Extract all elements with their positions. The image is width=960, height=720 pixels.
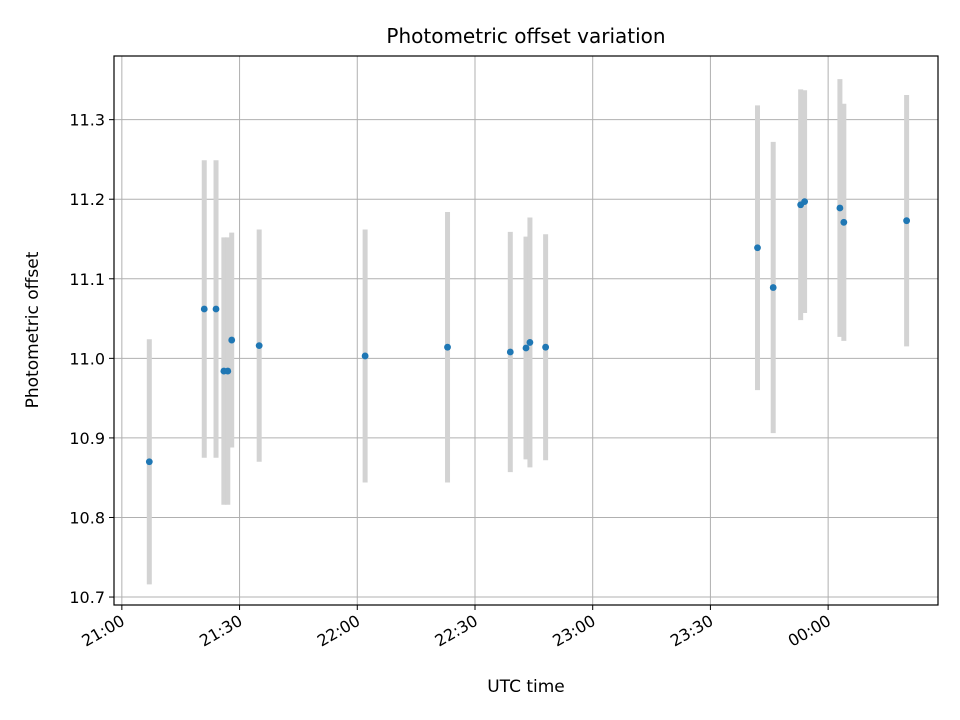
- data-point: [542, 343, 550, 351]
- y-tick-label: 11.0: [69, 349, 105, 368]
- plot-frame: [113, 55, 939, 606]
- data-point: [212, 305, 220, 313]
- data-point: [224, 367, 232, 375]
- data-point: [840, 218, 848, 226]
- y-axis-ticks: 10.7 10.8 10.9 11.0 11.1 11.2 11.3: [69, 111, 114, 607]
- data-point: [361, 352, 369, 360]
- y-tick-label: 11.1: [69, 270, 105, 289]
- data-point: [754, 244, 761, 252]
- y-tick-label: 11.2: [69, 190, 105, 209]
- data-point: [145, 458, 153, 466]
- y-tick-label: 10.8: [69, 508, 105, 527]
- y-tick-label: 11.3: [69, 111, 105, 130]
- data-points: [145, 198, 911, 466]
- data-point: [228, 336, 236, 344]
- data-point: [903, 217, 911, 225]
- data-point: [255, 342, 263, 350]
- data-point: [836, 204, 844, 212]
- data-point: [506, 348, 514, 356]
- data-point: [801, 198, 808, 206]
- data-point: [526, 339, 534, 346]
- data-point: [444, 343, 451, 351]
- y-axis-label: Photometric offset: [23, 251, 43, 408]
- data-point: [200, 305, 208, 313]
- x-axis-label: UTC time: [487, 677, 565, 697]
- data-point: [522, 344, 530, 352]
- y-tick-label: 10.9: [69, 429, 105, 448]
- y-tick-label: 10.7: [69, 588, 105, 607]
- data-point: [769, 284, 777, 291]
- chart-title: Photometric offset variation: [386, 24, 665, 48]
